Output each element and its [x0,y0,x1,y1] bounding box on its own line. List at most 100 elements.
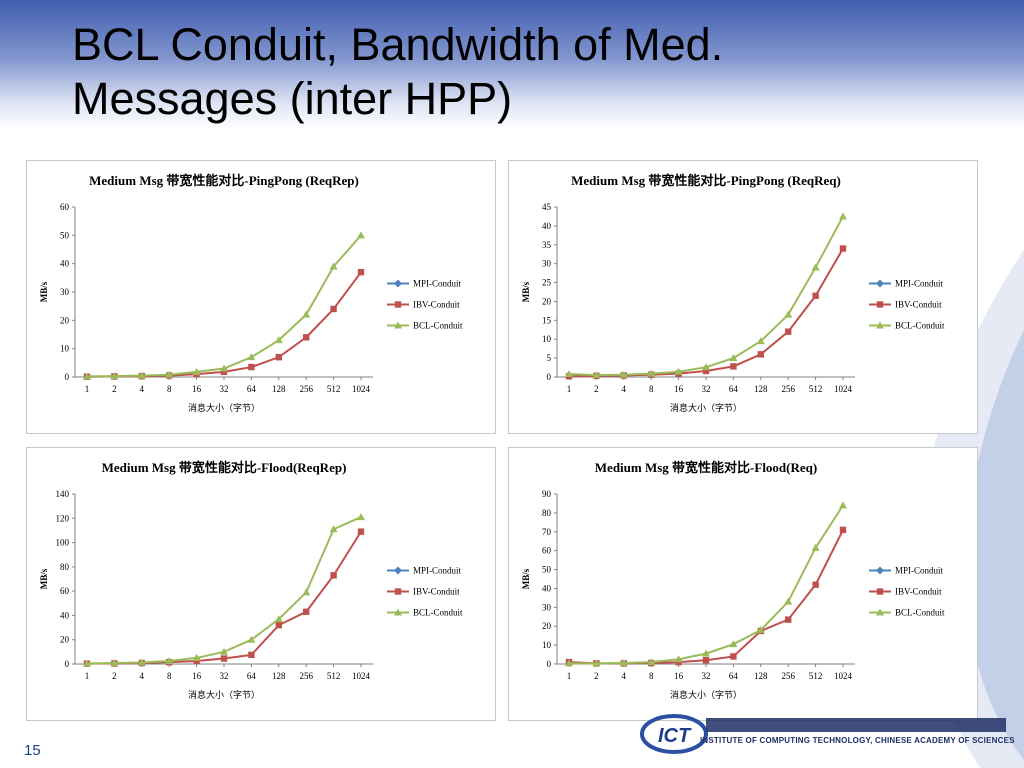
chart2-series-2-point [757,351,764,358]
chart4-x-tick-label: 1 [567,671,572,681]
chart4-y-axis-label: MB/s [521,568,531,589]
chart4-series-2-point [730,653,737,660]
chart2-legend-marker [876,279,884,288]
chart2-y-tick-label: 45 [542,202,552,212]
chart1-legend-label: IBV-Conduit [413,300,460,310]
chart4-series-2-point [839,526,847,534]
chart2-y-tick-label: 5 [547,353,552,363]
chart2-series-3-point [784,310,793,318]
chart2-x-tick-label: 1024 [834,384,853,394]
chart1-x-axis-label: 消息大小（字节） [188,402,260,413]
chart4-legend-label: MPI-Conduit [895,566,944,576]
chart4-x-tick-label: 32 [702,671,711,681]
chart3-series-3-point [83,659,91,667]
chart4-x-tick-label: 8 [649,671,654,681]
chart2-legend-marker [876,301,884,308]
chart1-title: Medium Msg 带宽性能对比-PingPong (ReqRep) [89,173,359,188]
chart1-legend-marker [394,301,402,308]
chart1-series-3-point [192,367,201,375]
chart3-series-3-point [329,525,338,533]
chart4-x-tick-label: 256 [781,671,795,681]
chart2-x-tick-label: 8 [649,384,654,394]
chart2-legend-label: IBV-Conduit [895,300,942,310]
chart3-series-3-point [302,588,311,596]
chart3-series-3-point [247,635,256,643]
chart2-y-tick-label: 40 [542,221,552,231]
chart2-legend-label: BCL-Conduit [895,321,945,331]
chart2-legend-item-2: IBV-Conduit [869,300,942,310]
chart1-series-3-point [165,370,174,378]
chart2-x-tick-label: 512 [809,384,823,394]
chart3-legend-marker [394,608,402,616]
chart1-series-3 [83,231,365,380]
chart2-y-tick-label: 35 [542,240,552,250]
chart4-x-tick-label: 2 [594,671,599,681]
chart3-series-3 [83,513,365,667]
chart4-x-tick-label: 4 [622,671,627,681]
chart4-series-3-point [784,597,793,605]
chart4-y-tick-label: 80 [542,508,552,518]
chart3-series-2 [83,528,365,667]
chart4-legend-item-1: MPI-Conduit [869,566,944,576]
chart4-series-3 [565,501,847,667]
chart2-series-2-point [839,245,847,252]
chart1-x-tick-label: 1024 [352,384,371,394]
chart1-legend-label: MPI-Conduit [413,279,462,289]
chart3-x-tick-label: 256 [299,671,313,681]
chart2-x-tick-label: 1 [567,384,572,394]
chart4-series-2 [565,526,847,667]
chart3-legend-marker [394,588,402,595]
chart3-y-tick-label: 40 [60,610,70,620]
chart1-series-2-line [86,271,362,378]
chart3-legend-item-2: IBV-Conduit [387,587,460,597]
chart4-y-tick-label: 10 [542,640,552,650]
chart3-legend-label: IBV-Conduit [413,587,460,597]
chart-svg-2: Medium Msg 带宽性能对比-PingPong (ReqReq) 0 5 10 1… [521,173,945,413]
chart1-x-tick-label: 2 [112,384,117,394]
chart2-series-3-line [568,215,844,377]
chart3-y-tick-label: 120 [56,513,70,523]
chart1-series-2-point [248,363,255,371]
chart3-title: Medium Msg 带宽性能对比-Flood(ReqRep) [102,460,347,475]
chart3-x-tick-label: 32 [220,671,229,681]
chart4-legend-marker [876,588,884,595]
chart2-x-tick-label: 128 [754,384,768,394]
chart4-series-3-point [702,649,710,657]
chart3-legend-label: MPI-Conduit [413,566,462,576]
chart2-series-3-point [729,354,738,362]
chart4-y-tick-label: 30 [542,602,552,612]
chart3-y-axis-label: MB/s [39,568,49,589]
svg-text:ICT: ICT [658,725,692,747]
chart2-series-2-line [568,248,844,378]
chart2-y-tick-label: 30 [542,259,552,269]
slide-title-line-2: Messages (inter HPP) [72,73,513,124]
chart4-legend-label: IBV-Conduit [895,587,942,597]
page-number: 15 [24,742,41,759]
slide-title: BCL Conduit, Bandwidth of Med. Messages … [72,18,972,126]
chart2-y-tick-label: 25 [542,278,552,288]
chart-svg-3: Medium Msg 带宽性能对比-Flood(ReqRep) 0 20 40 60 80… [39,460,463,700]
chart4-series-3-point [592,659,601,667]
chart3-series-2-point [357,528,365,535]
chart2-series-3-point [647,369,656,377]
chart4-y-tick-label: 90 [542,489,552,499]
chart3-series-3-point [192,653,201,661]
chart1-y-tick-label: 30 [60,287,70,297]
chart1-legend-item-2: IBV-Conduit [387,300,460,310]
chart4-series-3-point [565,659,573,667]
chart1-series-3-point [329,262,338,270]
chart3-series-2-point [330,572,337,579]
chart3-x-tick-label: 16 [192,671,202,681]
chart3-series-2-point [275,621,282,629]
chart4-series-3-point [729,640,738,648]
chart-svg-4: Medium Msg 带宽性能对比-Flood(Req) 0 10 20 30 40 50 6… [521,460,945,700]
chart1-series-2-point [330,305,337,313]
chart3-legend-item-3: BCL-Conduit [387,608,463,618]
chart2-series-3-point [565,369,573,377]
chart4-series-3-point [756,626,765,633]
chart4-y-tick-label: 70 [542,527,552,537]
chart2-x-tick-label: 2 [594,384,599,394]
chart3-x-axis-label: 消息大小（字节） [188,689,260,700]
chart2-series-2-point [785,328,792,335]
chart4-title: Medium Msg 带宽性能对比-Flood(Req) [595,460,817,475]
